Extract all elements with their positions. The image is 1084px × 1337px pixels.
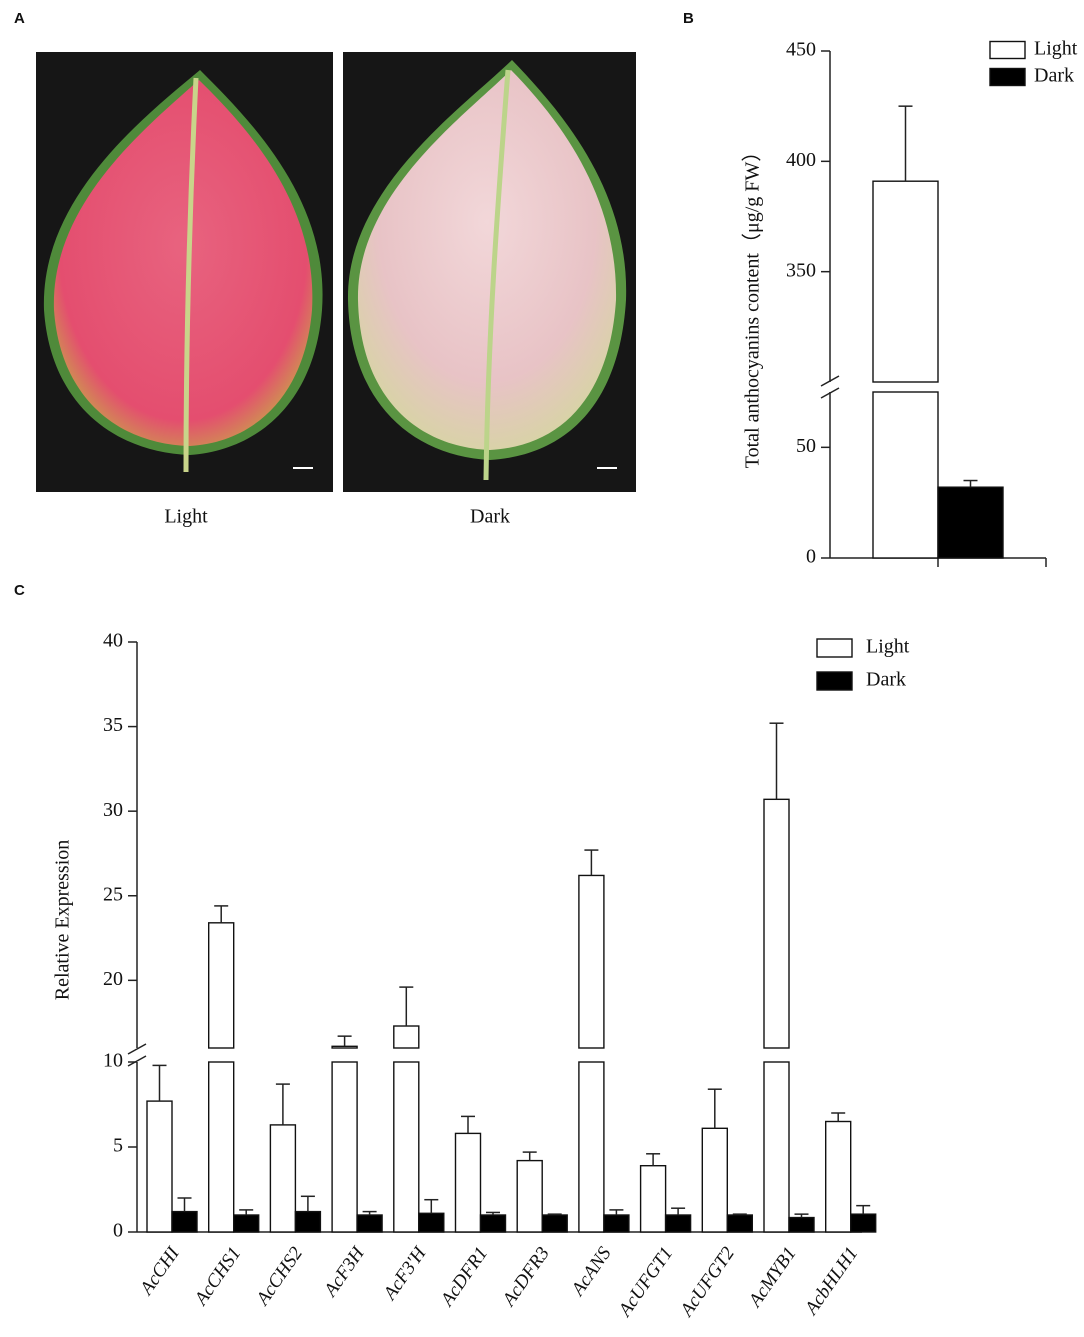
bar [146,1100,173,1233]
bar [603,1214,630,1233]
y-axis-label: Relative Expression [52,840,74,1001]
y-tick-label: 400 [786,149,816,171]
panel-label: C [14,582,25,599]
panel-label: A [14,10,25,27]
legend-swatch [989,67,1026,87]
bar [207,1061,235,1233]
y-axis-label: Total anthocyanins content（μg/g FW） [741,142,764,468]
y-tick-label: 5 [113,1135,123,1157]
bar [454,1132,482,1233]
bar [701,1127,728,1233]
legend-swatch [989,40,1026,60]
x-tick-label: AcCHS1 [189,1243,245,1310]
y-tick-label: 10 [103,1050,123,1072]
x-tick-label: AcbHLH1 [800,1243,863,1320]
bar [331,1061,358,1233]
bar [763,1061,790,1233]
y-tick-label: 350 [786,259,816,281]
legend-label: Dark [866,669,906,691]
bar [825,1120,852,1233]
photo-label: Light [164,506,208,528]
y-tick-label: 20 [103,968,123,990]
legend-swatch [816,671,853,691]
bar [578,1061,605,1233]
bar [516,1159,543,1233]
y-tick-label: 40 [103,630,123,652]
bar [763,798,790,1049]
x-tick-label: AcDFR1 [436,1243,492,1311]
axis-break [127,1055,147,1067]
photo-dark [343,52,636,492]
x-tick-label: AcUFGT2 [675,1243,739,1322]
legend-label: Dark [1034,65,1074,87]
bar [850,1213,877,1233]
bar [171,1210,198,1233]
y-tick-label: 50 [796,435,816,457]
bar [331,1045,358,1049]
y-tick-label: 30 [103,799,123,821]
bar [639,1164,667,1233]
y-tick-label: 0 [113,1220,123,1242]
legend-swatch [816,638,853,658]
y-tick-label: 25 [103,883,123,905]
axis-break [820,387,840,399]
x-tick-label: AcUFGT1 [614,1243,678,1322]
bar [393,1061,420,1233]
bar [578,874,605,1049]
x-tick-label: AcANS [566,1243,616,1301]
bar [664,1214,692,1233]
bar [872,391,939,559]
x-tick-label: AcCHI [135,1242,185,1300]
y-tick-label: 450 [786,39,816,61]
legend-label: Light [1034,38,1078,60]
axis-break [820,375,840,387]
bar [356,1214,383,1233]
x-tick-label: AcMYB1 [744,1243,801,1312]
axis-break [127,1043,147,1055]
bar [294,1210,322,1233]
bar [207,922,235,1049]
bar [479,1214,507,1233]
bar [788,1216,815,1233]
y-tick-label: 35 [103,714,123,736]
bar [726,1214,753,1233]
bar [393,1025,420,1049]
bar [232,1214,260,1233]
photo-light [36,52,333,492]
bar [418,1212,445,1233]
legend-label: Light [866,636,910,658]
bar [269,1124,297,1233]
x-tick-label: AcDFR3 [497,1243,553,1311]
bar [872,180,939,383]
photo-label: Dark [470,506,510,528]
panel-label: B [683,10,694,27]
y-tick-label: 0 [806,546,816,568]
x-tick-label: AcCHS2 [251,1243,307,1311]
bar [541,1214,568,1233]
x-tick-label: AcF3'H [378,1242,431,1305]
x-tick-label: AcF3H [319,1242,370,1302]
bar [937,486,1004,559]
